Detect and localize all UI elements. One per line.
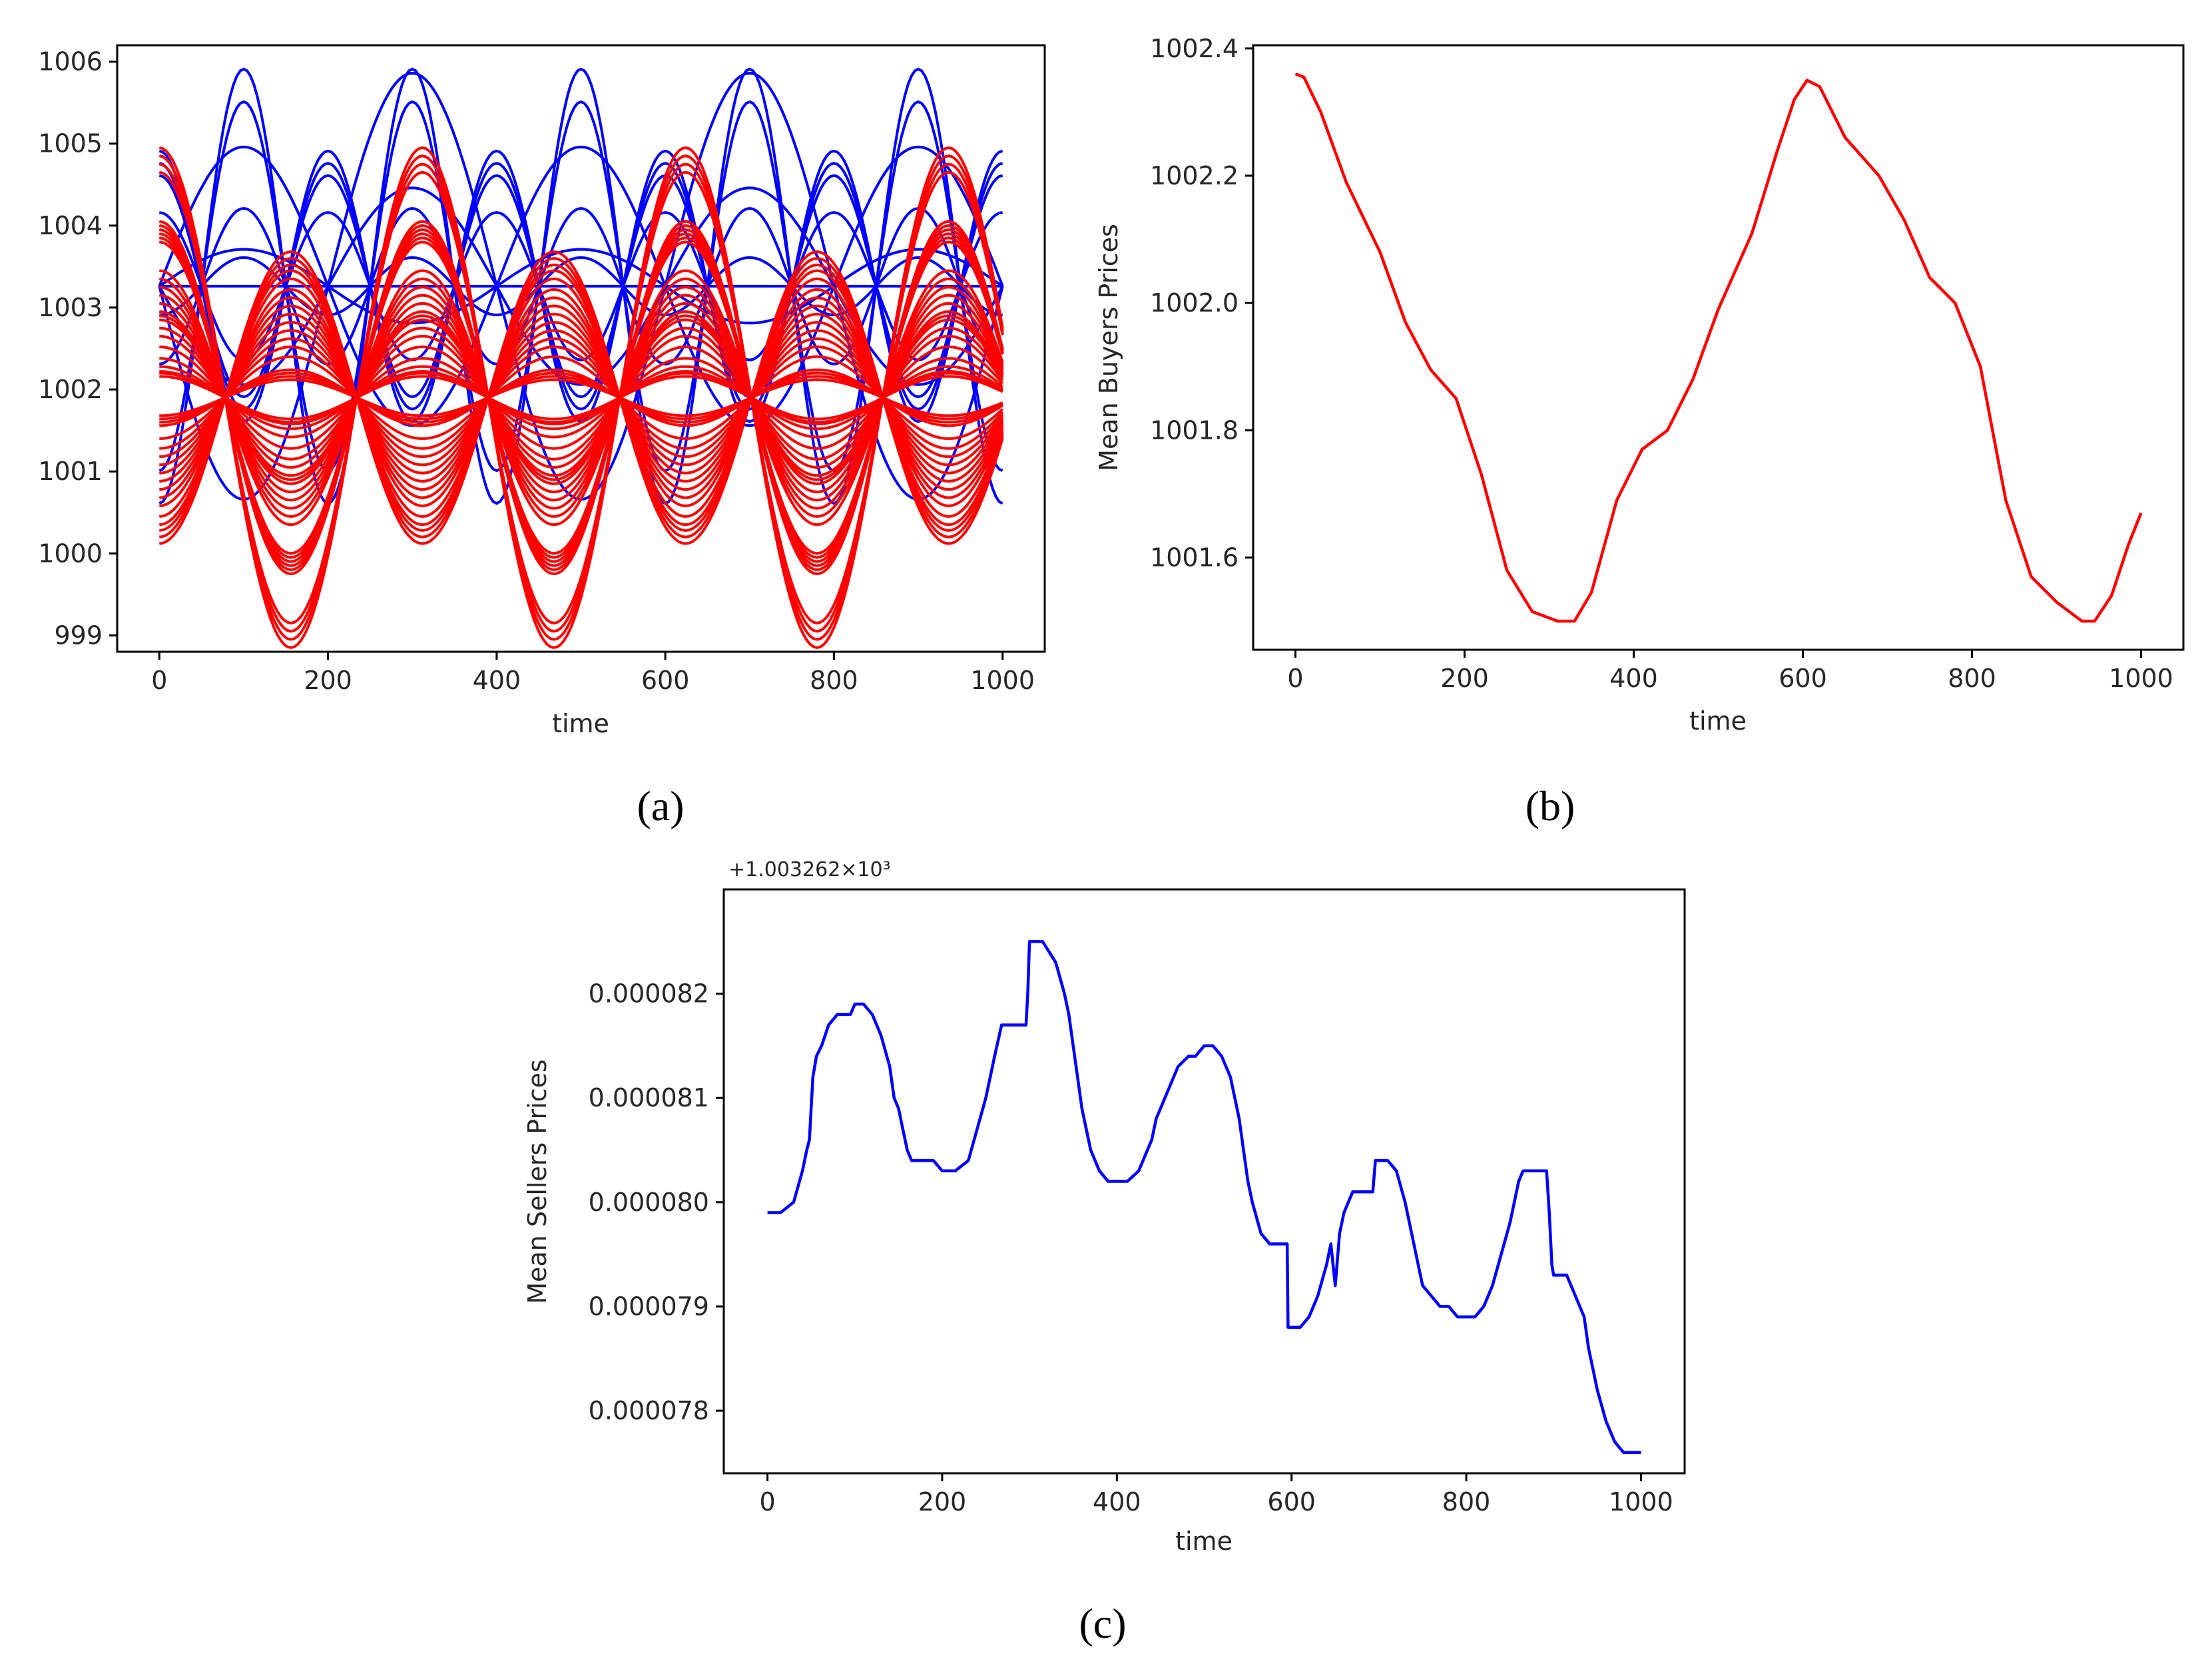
panel-a-yticks: 999 1000 1001 1002 1003 1004 1005 1006	[38, 47, 117, 650]
buyer-price-line	[159, 326, 1004, 469]
panel-a-xticks: 0 200 400 600 800 1000	[151, 652, 1035, 695]
panel-b-xtick-label: 200	[1440, 664, 1489, 693]
panel-a-ytick-label: 1003	[38, 293, 103, 322]
buyer-price-line	[159, 286, 1004, 510]
buyer-price-line	[159, 368, 1003, 427]
panel-c-xtick-label: 1000	[1609, 1487, 1673, 1517]
panel-c: 0 200 400 600 800 1000 0.0000780.0000790.0000…	[523, 858, 1686, 1647]
panel-a: 0 200 400 600 800 1000 999 1000 1001 1002 1003 100…	[38, 44, 1046, 830]
buyer-price-line	[159, 277, 1004, 518]
panel-c-xtick-label: 200	[918, 1487, 967, 1517]
panel-c-ytick-label: 0.000080	[589, 1188, 709, 1217]
panel-c-yticks: 0.000078 0.000079 0.000080 0.000081 0.000082	[589, 979, 724, 1425]
panel-b: 0 200 400 600 800 1000 1001.6 1001.8 1002.0 1002…	[1094, 34, 2185, 830]
panel-c-caption: (c)	[1079, 1600, 1126, 1647]
buyer-price-line	[159, 345, 1004, 450]
buyer-price-line	[159, 365, 1003, 431]
buyer-price-line	[159, 312, 1004, 483]
panel-b-xtick-label: 800	[1948, 664, 1996, 693]
panel-b-xtick-label: 1000	[2109, 664, 2173, 693]
seller-price-line	[158, 162, 1003, 411]
panel-c-xtick-label: 400	[1093, 1487, 1141, 1517]
buyer-price-line	[159, 250, 1004, 545]
panel-c-xtick-label: 0	[759, 1487, 775, 1517]
panel-b-lines	[1294, 72, 2143, 623]
panel-c-ylabel: Mean Sellers Prices	[523, 1059, 552, 1304]
panel-b-xtick-label: 400	[1609, 664, 1658, 693]
panel-a-xtick-label: 0	[151, 666, 167, 695]
buyer-price-line	[159, 321, 1004, 475]
panel-a-ytick-label: 1006	[38, 47, 103, 77]
panel-a-ytick-label: 1005	[38, 129, 103, 158]
buyer-price-line	[159, 269, 1004, 527]
buyer-price-line	[159, 345, 1004, 450]
buyer-price-line	[159, 375, 1003, 421]
panel-a-xtick-label: 400	[473, 666, 521, 695]
panel-c-frame	[722, 888, 1686, 1475]
buyer-price-line	[159, 294, 1004, 502]
mean-buyers-price-line	[1294, 72, 2143, 623]
panel-c-offset-label: +1.003262×10³	[728, 858, 891, 881]
panel-c-lines	[767, 940, 1641, 1454]
buyer-price-line	[159, 318, 1004, 477]
panel-a-frame	[116, 44, 1046, 653]
panel-a-xtick-label: 800	[810, 666, 858, 695]
panel-a-xlabel: time	[552, 709, 609, 738]
buyer-price-line	[159, 375, 1003, 421]
panel-b-ytick-label: 1001.6	[1150, 543, 1239, 572]
buyer-price-line	[159, 296, 1004, 499]
buyer-price-line	[159, 334, 1004, 461]
panel-a-ytick-label: 1002	[38, 375, 103, 404]
buyer-price-line	[159, 240, 1004, 555]
buyer-price-line	[159, 288, 1004, 507]
panel-b-xticks: 0 200 400 600 800 1000	[1287, 650, 2173, 693]
panel-a-lines	[158, 67, 1004, 649]
buyer-price-line	[159, 277, 1004, 518]
buyer-price-line	[159, 304, 1004, 491]
panel-a-xtick-label: 600	[641, 666, 690, 695]
mean-sellers-price-line	[767, 940, 1641, 1454]
panel-a-xtick-label: 200	[304, 666, 352, 695]
buyer-price-line	[159, 371, 1003, 424]
panel-b-ytick-label: 1001.8	[1150, 415, 1239, 445]
buyer-price-line	[159, 337, 1004, 459]
panel-a-ytick-label: 1004	[38, 211, 103, 240]
seller-price-line	[158, 174, 1003, 399]
panel-b-xtick-label: 0	[1287, 664, 1303, 693]
panel-b-yticks: 1001.6 1001.8 1002.0 1002.2 1002.4	[1150, 34, 1253, 572]
panel-a-ytick-label: 1001	[38, 457, 103, 486]
panel-c-xlabel: time	[1175, 1527, 1233, 1556]
panel-c-ytick-label: 0.000078	[589, 1396, 709, 1425]
seller-price-line	[158, 145, 1004, 427]
panel-a-ytick-label: 1000	[38, 539, 103, 568]
panel-b-caption: (b)	[1525, 782, 1575, 830]
buyer-price-line	[159, 357, 1004, 439]
panel-c-xtick-label: 600	[1267, 1487, 1316, 1517]
panel-a-caption: (a)	[637, 782, 684, 830]
panel-b-xtick-label: 600	[1779, 664, 1827, 693]
buyer-price-line	[159, 378, 1003, 417]
panel-c-xticks: 0 200 400 600 800 1000	[759, 1473, 1673, 1517]
panel-a-xtick-label: 1000	[970, 666, 1035, 695]
panel-a-ytick-label: 999	[54, 620, 103, 650]
seller-price-line	[158, 211, 1003, 361]
buyer-price-line	[159, 329, 1004, 467]
buyer-price-line	[159, 302, 1004, 493]
panel-b-frame	[1252, 44, 2185, 651]
panel-b-xlabel: time	[1689, 706, 1747, 736]
panel-c-ytick-label: 0.000081	[589, 1083, 709, 1112]
buyer-price-line	[159, 371, 1003, 424]
panel-c-ytick-label: 0.000079	[589, 1292, 709, 1321]
panel-b-ytick-label: 1002.2	[1150, 161, 1239, 190]
panel-b-ytick-label: 1002.0	[1150, 288, 1239, 318]
panel-b-ytick-label: 1002.4	[1150, 34, 1239, 63]
buyer-price-line	[159, 355, 1004, 440]
panel-c-xtick-label: 800	[1442, 1487, 1491, 1517]
buyer-price-line	[158, 170, 1004, 624]
panel-b-ylabel: Mean Buyers Prices	[1094, 224, 1123, 471]
panel-c-ytick-label: 0.000082	[589, 979, 709, 1009]
